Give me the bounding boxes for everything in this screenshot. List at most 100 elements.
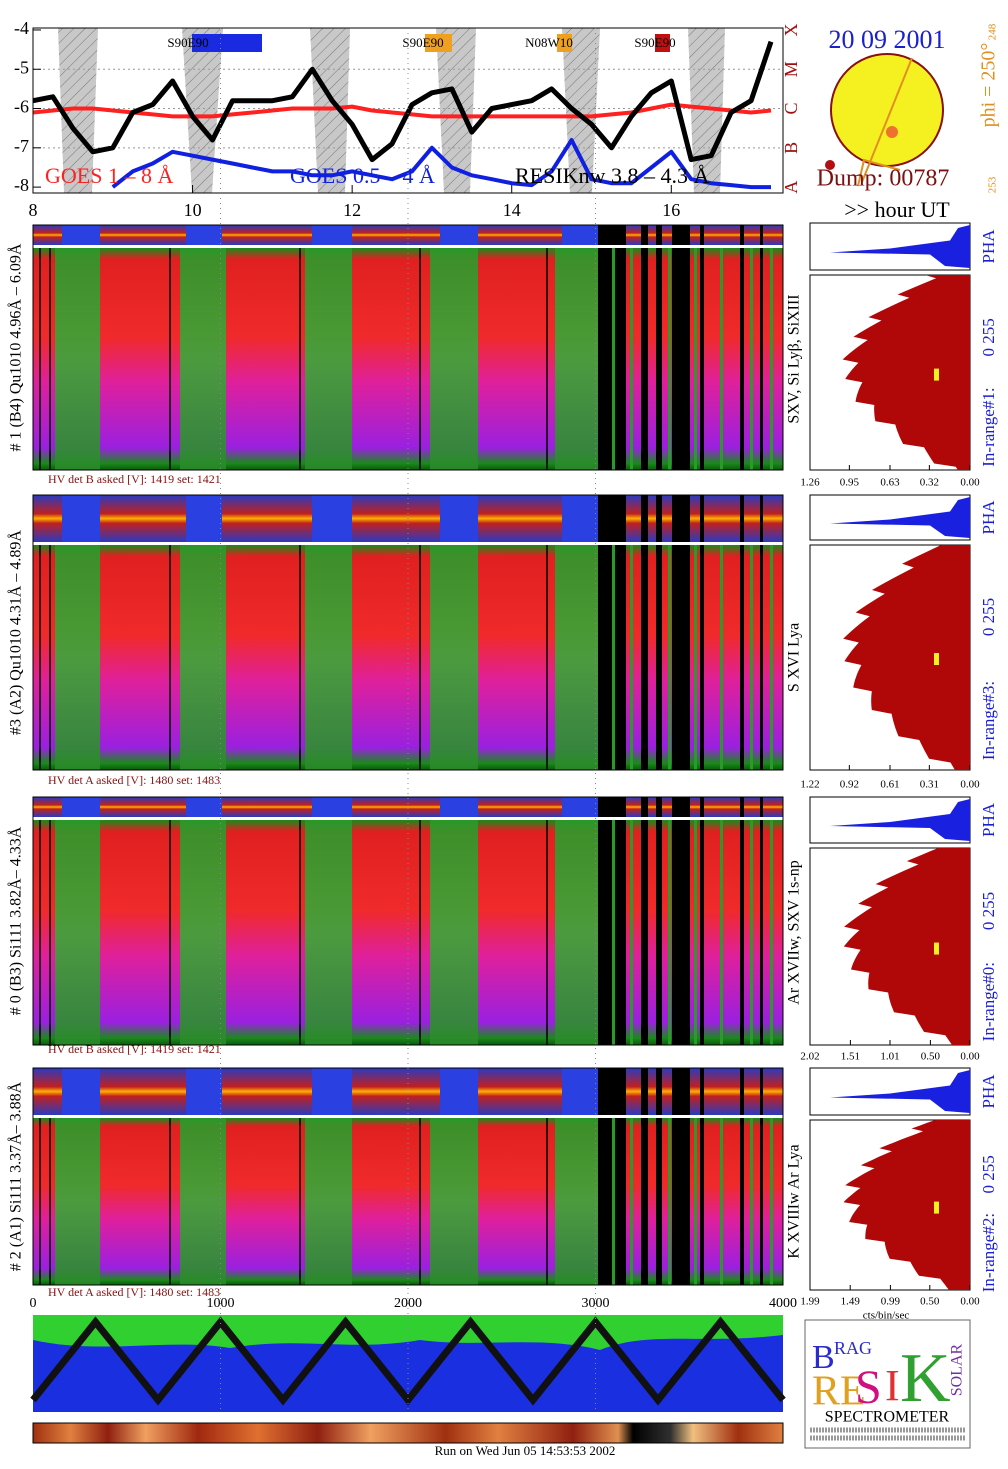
- strip-block: [62, 495, 100, 542]
- flare-class: X: [781, 23, 801, 36]
- spectrogram-band: [180, 820, 226, 1045]
- spectrogram-frame: [32, 224, 784, 471]
- spectrogram-gap: [656, 820, 662, 1045]
- x-tick-label: 8: [29, 200, 38, 220]
- channel-label: # 2 (A1) Si111 3.37Å– 3.88Å: [7, 1081, 25, 1271]
- scan-path: [30, 1316, 786, 1406]
- spectrogram-stripe: [694, 248, 697, 470]
- spectrogram-stripe: [668, 248, 671, 470]
- strip-gap: [598, 225, 626, 245]
- legend-entry: GOES 1 – 8 Å: [45, 163, 173, 188]
- hatched-region: [436, 28, 476, 193]
- spectrogram-band: [555, 820, 600, 1045]
- x-tick-label: 12: [343, 200, 361, 220]
- logo-letter: B: [812, 1339, 835, 1376]
- spectrogram-gap: [700, 545, 704, 770]
- y-tick-label: -7: [14, 136, 29, 156]
- pha-label: PHA: [979, 802, 998, 837]
- legend-entry: RESIKnw 3.8 – 4.3 Å: [515, 163, 709, 188]
- in-range-label: In-range#2:: [979, 1213, 998, 1292]
- hist-tick-label: 0.50: [920, 1296, 940, 1308]
- spectrogram-gap: [740, 1118, 744, 1285]
- strip-block: [562, 495, 598, 542]
- pha-spectrum: [830, 799, 970, 841]
- strip-block: [440, 797, 478, 817]
- spectrogram-stripe: [750, 545, 753, 770]
- strip-block: [312, 1068, 352, 1115]
- logo-letter: I: [885, 1361, 900, 1410]
- region-label: N08W10: [525, 35, 573, 50]
- logo-letter: K: [900, 1340, 951, 1417]
- strip-gap: [672, 225, 690, 245]
- spectrogram-stripe: [720, 545, 723, 770]
- spectrogram-stripe: [694, 1118, 697, 1285]
- strip-block: [562, 225, 598, 245]
- spectrogram-band: [430, 1118, 478, 1285]
- line-label: Ar XVIIw, SXV 1s-np: [786, 860, 803, 1004]
- spectrogram-band: [180, 248, 226, 470]
- strip-gap: [740, 225, 744, 245]
- strip-gap: [656, 495, 662, 542]
- strip-gap: [672, 495, 690, 542]
- hist-tick-label: 1.51: [841, 1051, 860, 1063]
- spectrogram-stripe: [770, 545, 773, 770]
- strip-block: [186, 1068, 222, 1115]
- strip-block: [312, 797, 352, 817]
- region-label: S90E90: [634, 35, 675, 50]
- pha-spectrum: [830, 497, 970, 538]
- hist-spectrum: [843, 1120, 970, 1290]
- count-strip-frame: [32, 1422, 784, 1444]
- hist-marker: [934, 1201, 939, 1214]
- hist-spectrum: [843, 545, 970, 770]
- range-label: 0 255: [979, 318, 998, 356]
- x-tick-label: 14: [503, 200, 521, 220]
- spectrogram-band: [55, 820, 100, 1045]
- hist-marker: [934, 942, 939, 955]
- logo-word: SPECTROMETER: [825, 1409, 950, 1426]
- hist-tick-label: 1.22: [800, 779, 819, 791]
- hist-tick-label: 0.61: [880, 779, 899, 791]
- logo-letter: RAG: [834, 1338, 872, 1358]
- strip-gap: [700, 225, 704, 245]
- spectrogram-band: [430, 820, 478, 1045]
- hist-tick-label: 0.00: [960, 779, 980, 791]
- spectrogram-gap: [760, 820, 763, 1045]
- region-box: [655, 34, 670, 52]
- in-range-label: In-range#1:: [979, 387, 998, 466]
- sun-disk: [830, 53, 944, 167]
- channel-label: # 1 (B4) Qu1010 4.96Å – 6.09Å: [7, 243, 25, 451]
- spectrogram-strip: [33, 1068, 783, 1115]
- phi-b: 253: [987, 176, 999, 193]
- strip-block: [186, 495, 222, 542]
- spectrogram-stripe: [770, 1118, 773, 1285]
- spectrogram-stripe: [612, 248, 615, 470]
- hist-tick-label: 0.32: [920, 477, 939, 489]
- dump: Dump: 00787: [817, 166, 950, 192]
- legend-entry: GOES 0.5 – 4 Å: [290, 163, 435, 188]
- range-label: 0 255: [979, 598, 998, 636]
- x-tick-label: 16: [662, 200, 680, 220]
- strip-block: [440, 1068, 478, 1115]
- strip-gap: [656, 225, 662, 245]
- spectrogram-stripe: [750, 248, 753, 470]
- spectrogram-frame: [32, 494, 784, 771]
- spectrogram-gap: [672, 1118, 690, 1285]
- hist-tick-label: 0.00: [960, 1051, 980, 1063]
- region-label: S90E90: [167, 35, 208, 50]
- series-line: [32, 40, 774, 163]
- strip-gap: [760, 225, 763, 245]
- flare-class: B: [781, 142, 801, 154]
- hist-tick-label: 0.63: [880, 477, 900, 489]
- spectrogram-stripe: [694, 545, 697, 770]
- spectrogram-gap: [700, 820, 704, 1045]
- spectrogram-band: [180, 545, 226, 770]
- spectrogram-stripe: [750, 1118, 753, 1285]
- strip-block: [440, 495, 478, 542]
- y-tick-label: -5: [14, 57, 29, 77]
- spectrogram-band: [180, 1118, 226, 1285]
- spectrogram-gap: [656, 545, 662, 770]
- spectrogram-band: [555, 1118, 600, 1285]
- spectrogram-gap: [641, 545, 648, 770]
- strip-gap: [672, 797, 690, 817]
- hist-tick-label: 0.00: [960, 1296, 980, 1308]
